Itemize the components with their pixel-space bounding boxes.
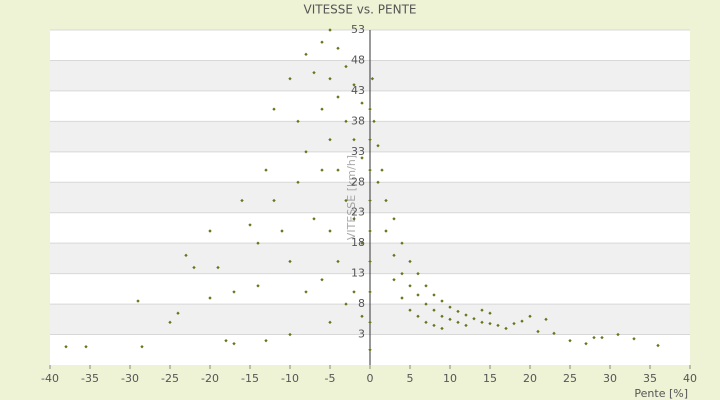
point [192, 265, 196, 270]
point [336, 95, 340, 99]
x-tick-label: -5 [325, 372, 336, 385]
y-tick-label: 48 [351, 53, 365, 66]
y-axis-label: VITESSE [km/h] [345, 155, 358, 240]
point [168, 320, 172, 325]
x-tick-label: 0 [367, 372, 374, 385]
point [240, 198, 244, 203]
point [320, 40, 324, 44]
point [528, 314, 532, 318]
point [288, 77, 292, 81]
point [232, 341, 236, 346]
x-tick-label: 5 [407, 372, 414, 385]
x-tick-label: -30 [121, 372, 139, 385]
point [320, 107, 324, 111]
x-tick-label: -35 [81, 372, 99, 385]
y-tick-label: 53 [351, 23, 365, 36]
x-tick-label: 10 [443, 372, 457, 385]
point [216, 265, 220, 270]
point [208, 229, 212, 233]
x-tick-label: 30 [603, 372, 617, 385]
x-tick-label: 35 [643, 372, 657, 385]
y-tick-label: 13 [351, 267, 365, 280]
x-tick-label: -10 [281, 372, 299, 385]
x-tick-label: -20 [201, 372, 219, 385]
point [584, 341, 588, 346]
point [304, 52, 308, 57]
y-tick-label: 43 [351, 84, 365, 97]
y-tick-label: 23 [351, 206, 365, 219]
point [392, 253, 396, 258]
point [368, 107, 372, 111]
point [536, 329, 540, 334]
y-tick-label: 18 [351, 236, 365, 249]
point [552, 331, 556, 336]
y-tick-label: 3 [358, 328, 365, 341]
y-tick-label: 38 [351, 114, 365, 127]
chart-title: VITESSE vs. PENTE [304, 3, 417, 17]
point [176, 311, 180, 315]
point [656, 343, 660, 348]
point [336, 46, 340, 50]
point [232, 290, 236, 294]
x-tick-label: -15 [241, 372, 259, 385]
point [248, 223, 252, 227]
x-tick-label: -40 [41, 372, 59, 385]
point [328, 77, 332, 81]
x-axis-label: Pente [%] [634, 387, 688, 400]
y-tick-label: 28 [351, 175, 365, 188]
point [140, 345, 144, 349]
point [84, 345, 88, 349]
point [272, 107, 276, 111]
x-tick-label: 25 [563, 372, 577, 385]
x-tick-label: 40 [683, 372, 697, 385]
point [592, 335, 596, 340]
point [208, 296, 212, 300]
point [224, 338, 228, 343]
point [312, 70, 316, 75]
point [600, 335, 604, 340]
x-tick-label: -25 [161, 372, 179, 385]
y-tick-label: 33 [351, 145, 365, 158]
point [64, 345, 68, 349]
y-tick-label: 8 [358, 297, 365, 310]
x-tick-label: 15 [483, 372, 497, 385]
point [136, 299, 140, 303]
x-tick-label: 20 [523, 372, 537, 385]
point [184, 253, 188, 258]
point [512, 321, 516, 326]
point [370, 77, 375, 81]
